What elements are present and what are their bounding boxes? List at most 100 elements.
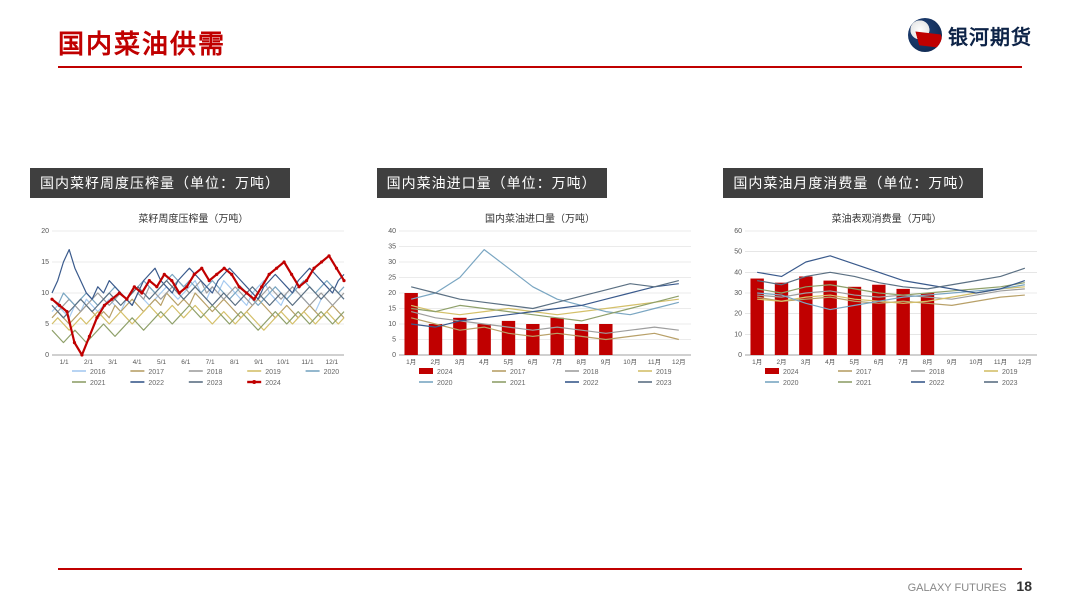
svg-text:6月: 6月 (527, 358, 537, 366)
svg-text:20: 20 (388, 290, 396, 297)
svg-text:20: 20 (41, 228, 49, 235)
svg-text:15: 15 (41, 259, 49, 266)
svg-text:4/1: 4/1 (133, 359, 142, 366)
chart-1-title: 菜籽周度压榨量（万吨） (30, 210, 357, 225)
charts-row: 国内菜籽周度压榨量（单位：万吨） 菜籽周度压榨量（万吨） 0 5 10 15 20 1/1… (30, 168, 1050, 397)
svg-text:10: 10 (388, 321, 396, 328)
svg-text:8/1: 8/1 (230, 359, 239, 366)
svg-text:2024: 2024 (783, 369, 799, 376)
svg-text:7月: 7月 (898, 358, 908, 366)
title-underline (58, 66, 1022, 68)
svg-text:11月: 11月 (648, 358, 661, 366)
svg-text:12月: 12月 (672, 358, 686, 366)
svg-text:2016: 2016 (90, 369, 106, 376)
footer-rule (58, 568, 1022, 570)
svg-text:2020: 2020 (783, 380, 799, 387)
svg-text:30: 30 (388, 259, 396, 266)
svg-text:3月: 3月 (801, 358, 811, 366)
chart-2-caption: 国内菜油进口量（单位：万吨） (377, 168, 607, 198)
svg-text:3/1: 3/1 (108, 359, 117, 366)
chart-1-caption: 国内菜籽周度压榨量（单位：万吨） (30, 168, 290, 198)
svg-text:2月: 2月 (777, 358, 787, 366)
svg-text:0: 0 (45, 352, 49, 359)
svg-text:50: 50 (735, 249, 743, 256)
svg-text:25: 25 (388, 275, 396, 282)
brand-logo: 银河期货 (908, 18, 1032, 52)
chart-2-title: 国内菜油进口量（万吨） (377, 210, 704, 225)
svg-text:10/1: 10/1 (277, 359, 290, 366)
chart-3-title: 菜油表观消费量（万吨） (723, 210, 1050, 225)
chart-2-plot: 05101520253035401月2月3月4月5月6月7月8月9月10月11月… (377, 227, 697, 397)
svg-text:2022: 2022 (148, 380, 164, 387)
svg-text:2022: 2022 (929, 380, 945, 387)
svg-text:8月: 8月 (576, 358, 586, 366)
svg-text:12/1: 12/1 (326, 359, 339, 366)
svg-text:2/1: 2/1 (84, 359, 93, 366)
svg-text:40: 40 (735, 269, 743, 276)
chart-3-caption: 国内菜油月度消费量（单位：万吨） (723, 168, 983, 198)
chart-2: 国内菜油进口量（单位：万吨） 国内菜油进口量（万吨） 0 5 10 15 20 25 30 3… (377, 168, 704, 397)
chart-3-plot: 0 10 20 30 40 50 60 1月 2月 3月 4月 5月 6月 7月 8月 9月 10月 11月 12月… (723, 227, 1043, 397)
svg-text:5/1: 5/1 (157, 359, 166, 366)
svg-text:7月: 7月 (552, 358, 562, 366)
svg-text:35: 35 (388, 244, 396, 251)
svg-text:2020: 2020 (437, 380, 453, 387)
svg-text:6/1: 6/1 (181, 359, 190, 366)
svg-text:2023: 2023 (1002, 380, 1018, 387)
svg-text:1/1: 1/1 (60, 359, 69, 366)
page-title: 国内菜油供需 (58, 24, 1040, 61)
svg-text:2018: 2018 (929, 369, 945, 376)
chart-3: 国内菜油月度消费量（单位：万吨） 菜油表观消费量（万吨） 0 10 20 30 40 50… (723, 168, 1050, 397)
svg-text:2024: 2024 (265, 380, 281, 387)
svg-text:2021: 2021 (856, 380, 872, 387)
svg-text:6月: 6月 (874, 358, 884, 366)
svg-text:2021: 2021 (510, 380, 526, 387)
svg-text:9/1: 9/1 (254, 359, 263, 366)
svg-text:2017: 2017 (856, 369, 872, 376)
footer-brand-en: GALAXY FUTURES (908, 582, 1007, 594)
svg-text:5: 5 (392, 337, 396, 344)
svg-text:15: 15 (388, 306, 396, 313)
svg-text:8月: 8月 (923, 358, 933, 366)
svg-text:10月: 10月 (623, 358, 637, 366)
svg-text:3月: 3月 (454, 358, 464, 366)
svg-text:20: 20 (735, 311, 743, 318)
page-number: 18 (1016, 578, 1032, 594)
svg-text:10: 10 (735, 331, 743, 338)
svg-text:60: 60 (735, 228, 743, 235)
svg-text:2020: 2020 (324, 369, 340, 376)
svg-text:5月: 5月 (850, 358, 860, 366)
svg-text:0: 0 (392, 352, 396, 359)
svg-text:2019: 2019 (265, 369, 281, 376)
svg-text:11月: 11月 (994, 358, 1007, 366)
svg-text:30: 30 (735, 290, 743, 297)
svg-text:2018: 2018 (583, 369, 599, 376)
brand-text: 银河期货 (948, 21, 1032, 50)
svg-text:2022: 2022 (583, 380, 599, 387)
svg-text:2017: 2017 (510, 369, 526, 376)
svg-text:9月: 9月 (600, 358, 610, 366)
svg-text:2018: 2018 (207, 369, 223, 376)
svg-text:11/1: 11/1 (301, 359, 314, 366)
chart-1: 国内菜籽周度压榨量（单位：万吨） 菜籽周度压榨量（万吨） 051015201/1… (30, 168, 357, 397)
svg-text:1月: 1月 (406, 358, 416, 366)
svg-text:12月: 12月 (1018, 358, 1032, 366)
footer: GALAXY FUTURES 18 (908, 578, 1032, 594)
svg-text:7/1: 7/1 (206, 359, 215, 366)
svg-text:9月: 9月 (947, 358, 957, 366)
svg-text:5月: 5月 (503, 358, 513, 366)
svg-text:40: 40 (388, 228, 396, 235)
svg-text:2023: 2023 (656, 380, 672, 387)
svg-text:2019: 2019 (1002, 369, 1018, 376)
svg-text:10月: 10月 (970, 358, 984, 366)
svg-text:10: 10 (41, 290, 49, 297)
galaxy-logo-icon (908, 18, 942, 52)
svg-text:2017: 2017 (148, 369, 164, 376)
svg-text:2月: 2月 (430, 358, 440, 366)
svg-text:0: 0 (738, 352, 742, 359)
svg-text:2023: 2023 (207, 380, 223, 387)
svg-text:1月: 1月 (752, 358, 762, 366)
svg-text:4月: 4月 (825, 358, 835, 366)
svg-text:2019: 2019 (656, 369, 672, 376)
chart-1-plot: 051015201/12/13/14/15/16/17/18/19/110/11… (30, 227, 350, 397)
